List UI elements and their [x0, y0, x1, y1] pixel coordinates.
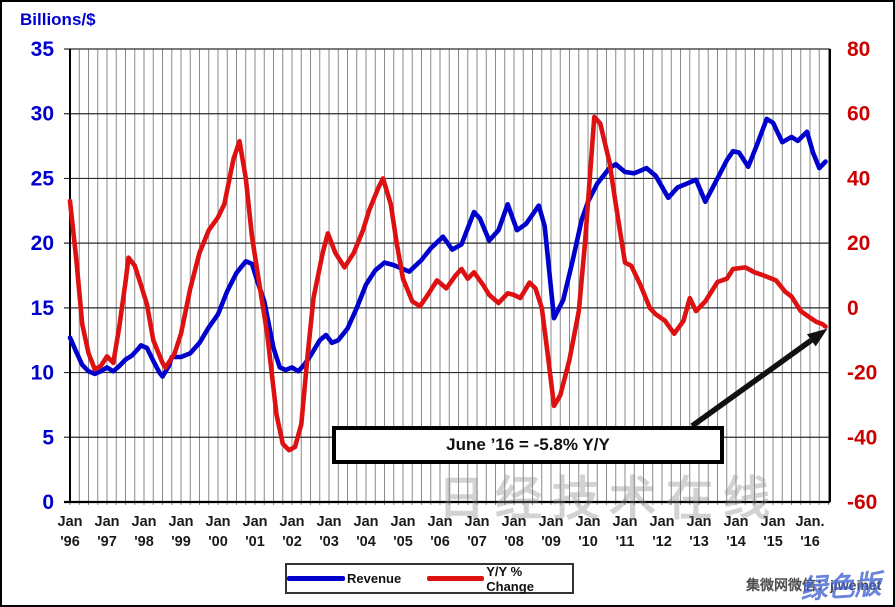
right-axis-tick-label: -60 — [847, 491, 877, 514]
x-axis-tick-label: Jan '12 — [650, 514, 675, 550]
right-axis-tick-label: 20 — [847, 232, 870, 255]
left-axis-tick-label: 10 — [31, 362, 54, 385]
x-axis-tick-label: Jan '99 — [169, 514, 194, 550]
right-axis-tick-label: -40 — [847, 426, 877, 449]
x-axis-tick-label: Jan '08 — [502, 514, 527, 550]
right-axis-tick-label: 40 — [847, 167, 870, 190]
left-axis-tick-label: 25 — [31, 167, 55, 190]
x-axis-tick-label: Jan '11 — [613, 514, 638, 550]
left-axis-tick-label: 15 — [31, 297, 55, 320]
left-axis-title: Billions/$ — [20, 10, 96, 29]
annotation-label: June ’16 = -5.8% Y/Y — [446, 435, 610, 454]
x-axis-tick-label: Jan '07 — [465, 514, 490, 550]
x-axis-tick-label: Jan '10 — [576, 514, 601, 550]
left-axis-tick-label: 30 — [31, 103, 54, 126]
x-axis-tick-label: Jan '14 — [724, 514, 749, 550]
legend-item-revenue: Revenue — [287, 571, 401, 586]
right-axis-tick-label: 0 — [847, 297, 859, 320]
x-axis-tick-label: Jan '00 — [206, 514, 231, 550]
right-axis-tick-label: -20 — [847, 362, 877, 385]
annotation-box: June ’16 = -5.8% Y/Y — [332, 426, 724, 464]
left-axis-tick-label: 0 — [42, 491, 54, 514]
x-axis-tick-label: Jan. '16 — [795, 514, 824, 550]
x-axis-tick-label: Jan '04 — [354, 514, 379, 550]
left-axis-tick-label: 35 — [31, 38, 55, 61]
legend-label-revenue: Revenue — [347, 571, 402, 586]
annotation-arrow — [690, 338, 813, 429]
x-axis-tick-label: Jan '98 — [132, 514, 157, 550]
x-axis-tick-label: Jan '06 — [428, 514, 453, 550]
x-axis-tick-label: Jan '01 — [243, 514, 268, 550]
annotation-arrowhead — [806, 328, 828, 347]
x-axis-tick-label: Jan '96 — [58, 514, 83, 550]
footer-watermark: 集微网微信：jiweinet — [746, 577, 882, 593]
x-axis-tick-label: Jan '15 — [761, 514, 786, 550]
legend-label-yoy: Y/Y % Change — [486, 563, 534, 594]
revenue-line — [67, 116, 828, 379]
left-axis-tick-label: 20 — [31, 232, 54, 255]
right-axis-tick-label: 80 — [847, 38, 870, 61]
left-axis-tick-label: 5 — [42, 426, 54, 449]
x-axis-tick-label: Jan '13 — [687, 514, 712, 550]
legend: Revenue Y/Y % Change — [285, 563, 574, 594]
right-axis-tick-label: 60 — [847, 103, 870, 126]
yoy-line — [67, 114, 828, 453]
revenue-line-swatch — [287, 576, 345, 581]
x-axis-tick-label: Jan '09 — [539, 514, 564, 550]
x-axis-tick-label: Jan '97 — [95, 514, 120, 550]
x-axis-tick-label: Jan '02 — [280, 514, 305, 550]
legend-item-yoy: Y/Y % Change — [427, 564, 572, 594]
x-axis-tick-label: Jan '03 — [317, 514, 342, 550]
yoy-line-swatch — [427, 576, 485, 581]
x-axis-tick-label: Jan '05 — [391, 514, 416, 550]
